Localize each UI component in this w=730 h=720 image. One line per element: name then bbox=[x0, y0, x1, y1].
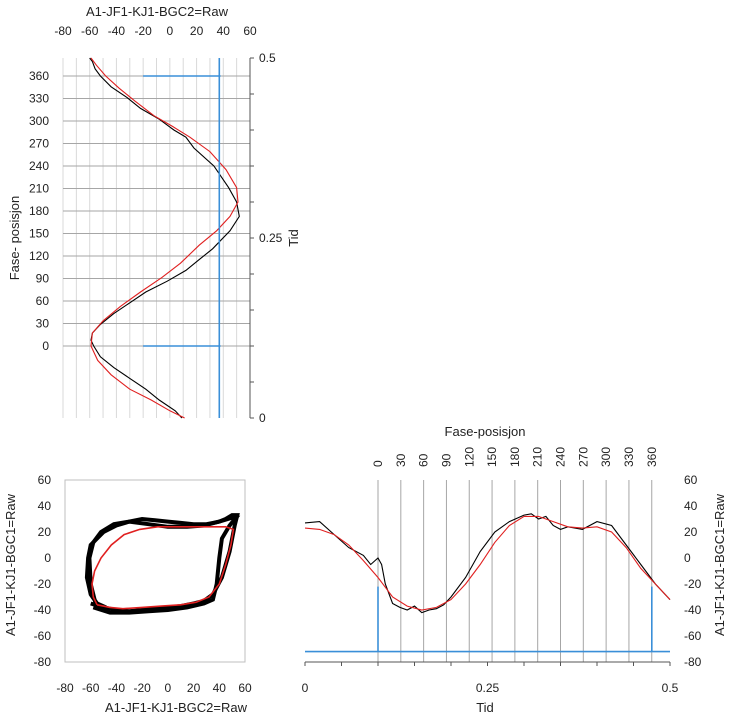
br-y-label: A1-JF1-KJ1-BGC1=Raw bbox=[712, 493, 727, 636]
br-top-tick-label: 0 bbox=[371, 460, 385, 467]
top-y-tick-label: 240 bbox=[29, 159, 49, 173]
bl-plot-frame bbox=[64, 479, 246, 663]
top-right-tick-label: 0.25 bbox=[259, 231, 283, 245]
top-series-line-1 bbox=[90, 57, 239, 419]
bl-y-tick-label: 40 bbox=[38, 499, 52, 513]
br-top-tick-label: 240 bbox=[554, 447, 568, 467]
top-y-tick-label: 90 bbox=[36, 272, 50, 286]
br-x-label: Tid bbox=[476, 700, 494, 715]
br-top-tick-label: 90 bbox=[439, 453, 453, 467]
br-title: Fase-posisjon bbox=[445, 424, 526, 439]
top-title: A1-JF1-KJ1-BGC2=Raw bbox=[86, 4, 229, 19]
top-y-tick-label: 180 bbox=[29, 204, 49, 218]
top-right-tick-label: 0 bbox=[259, 411, 266, 425]
top-y-right-label: Tid bbox=[286, 229, 301, 247]
br-top-tick-label: 300 bbox=[599, 447, 613, 467]
bl-x-tick-label: -60 bbox=[82, 681, 100, 695]
br-top-tick-label: 210 bbox=[531, 447, 545, 467]
br-y-tick-label: -60 bbox=[684, 629, 702, 643]
top-y-tick-label: 300 bbox=[29, 114, 49, 128]
bottom-left-chart: -80 -60 -40 -20 0 20 40 60 -80 -60 -40 -20 0 20 40 60 A1… bbox=[3, 473, 252, 715]
br-y-tick-label: 20 bbox=[684, 525, 698, 539]
bl-series-line-1 bbox=[87, 515, 241, 615]
bl-y-tick-label: 60 bbox=[38, 473, 52, 487]
bl-x-tick-label: 60 bbox=[238, 681, 252, 695]
bl-y-label: A1-JF1-KJ1-BGC1=Raw bbox=[3, 493, 18, 636]
br-y-tick-label: 40 bbox=[684, 499, 698, 513]
bl-y-tick-label: -40 bbox=[34, 603, 52, 617]
br-x-tick-label: 0.25 bbox=[476, 681, 500, 695]
br-top-tick-label: 180 bbox=[508, 447, 522, 467]
br-y-tick-label: -40 bbox=[684, 603, 702, 617]
top-x-tick-label: -60 bbox=[81, 24, 99, 38]
top-y-tick-label: 60 bbox=[36, 294, 50, 308]
br-top-tick-label: 360 bbox=[645, 447, 659, 467]
bl-x-tick-label: 0 bbox=[165, 681, 172, 695]
br-top-tick-label: 270 bbox=[576, 447, 590, 467]
top-x-tick-label: -80 bbox=[54, 24, 72, 38]
br-top-tick-label: 330 bbox=[622, 447, 636, 467]
br-y-tick-label: 60 bbox=[684, 473, 698, 487]
bl-x-tick-label: 40 bbox=[213, 681, 227, 695]
bl-y-tick-label: -20 bbox=[34, 577, 52, 591]
bl-x-tick-label: 20 bbox=[187, 681, 201, 695]
br-x-tick-label: 0 bbox=[302, 681, 309, 695]
top-x-tick-label: -40 bbox=[108, 24, 126, 38]
bottom-right-chart: 0 30 60 90 120 150 180 210 240 270 300 330 360 0 0.25 0… bbox=[302, 424, 727, 715]
top-series-line-0 bbox=[89, 57, 240, 419]
top-x-tick-label: 60 bbox=[243, 24, 257, 38]
bl-y-tick-label: 0 bbox=[44, 551, 51, 565]
br-y-tick-label: -80 bbox=[684, 655, 702, 669]
top-y-tick-label: 150 bbox=[29, 227, 49, 241]
br-series-line-0 bbox=[304, 513, 671, 614]
top-y-left-label: Fase- posisjon bbox=[7, 196, 22, 281]
br-top-tick-label: 60 bbox=[417, 453, 431, 467]
bl-x-tick-label: -40 bbox=[108, 681, 126, 695]
br-top-tick-label: 30 bbox=[394, 453, 408, 467]
bl-x-tick-label: -20 bbox=[133, 681, 151, 695]
top-y-tick-label: 330 bbox=[29, 92, 49, 106]
bl-x-tick-label: -80 bbox=[56, 681, 74, 695]
top-chart: 0 30 60 90 120 150 180 210 240 270 300 330 360 -80 -60… bbox=[7, 4, 301, 425]
bl-series-line-2 bbox=[91, 526, 235, 610]
top-y-tick-label: 210 bbox=[29, 182, 49, 196]
br-y-tick-label: 0 bbox=[684, 551, 691, 565]
top-x-tick-label: 0 bbox=[167, 24, 174, 38]
bl-y-tick-label: 20 bbox=[38, 525, 52, 539]
top-x-tick-label: 20 bbox=[190, 24, 204, 38]
top-x-tick-label: 40 bbox=[217, 24, 231, 38]
top-y-tick-label: 360 bbox=[29, 69, 49, 83]
top-right-tick-label: 0.5 bbox=[259, 51, 276, 65]
bl-x-label: A1-JF1-KJ1-BGC2=Raw bbox=[105, 700, 248, 715]
top-y-tick-label: 0 bbox=[42, 339, 49, 353]
top-y-tick-label: 270 bbox=[29, 137, 49, 151]
bl-y-tick-label: -60 bbox=[34, 629, 52, 643]
br-x-tick-label: 0.5 bbox=[662, 681, 679, 695]
br-series-line-1 bbox=[304, 515, 671, 611]
bl-y-tick-label: -80 bbox=[34, 655, 52, 669]
top-y-tick-label: 30 bbox=[36, 317, 50, 331]
top-y-tick-label: 120 bbox=[29, 249, 49, 263]
br-y-tick-label: -20 bbox=[684, 577, 702, 591]
br-top-tick-label: 150 bbox=[485, 447, 499, 467]
br-top-tick-label: 120 bbox=[462, 447, 476, 467]
top-x-tick-label: -20 bbox=[134, 24, 152, 38]
